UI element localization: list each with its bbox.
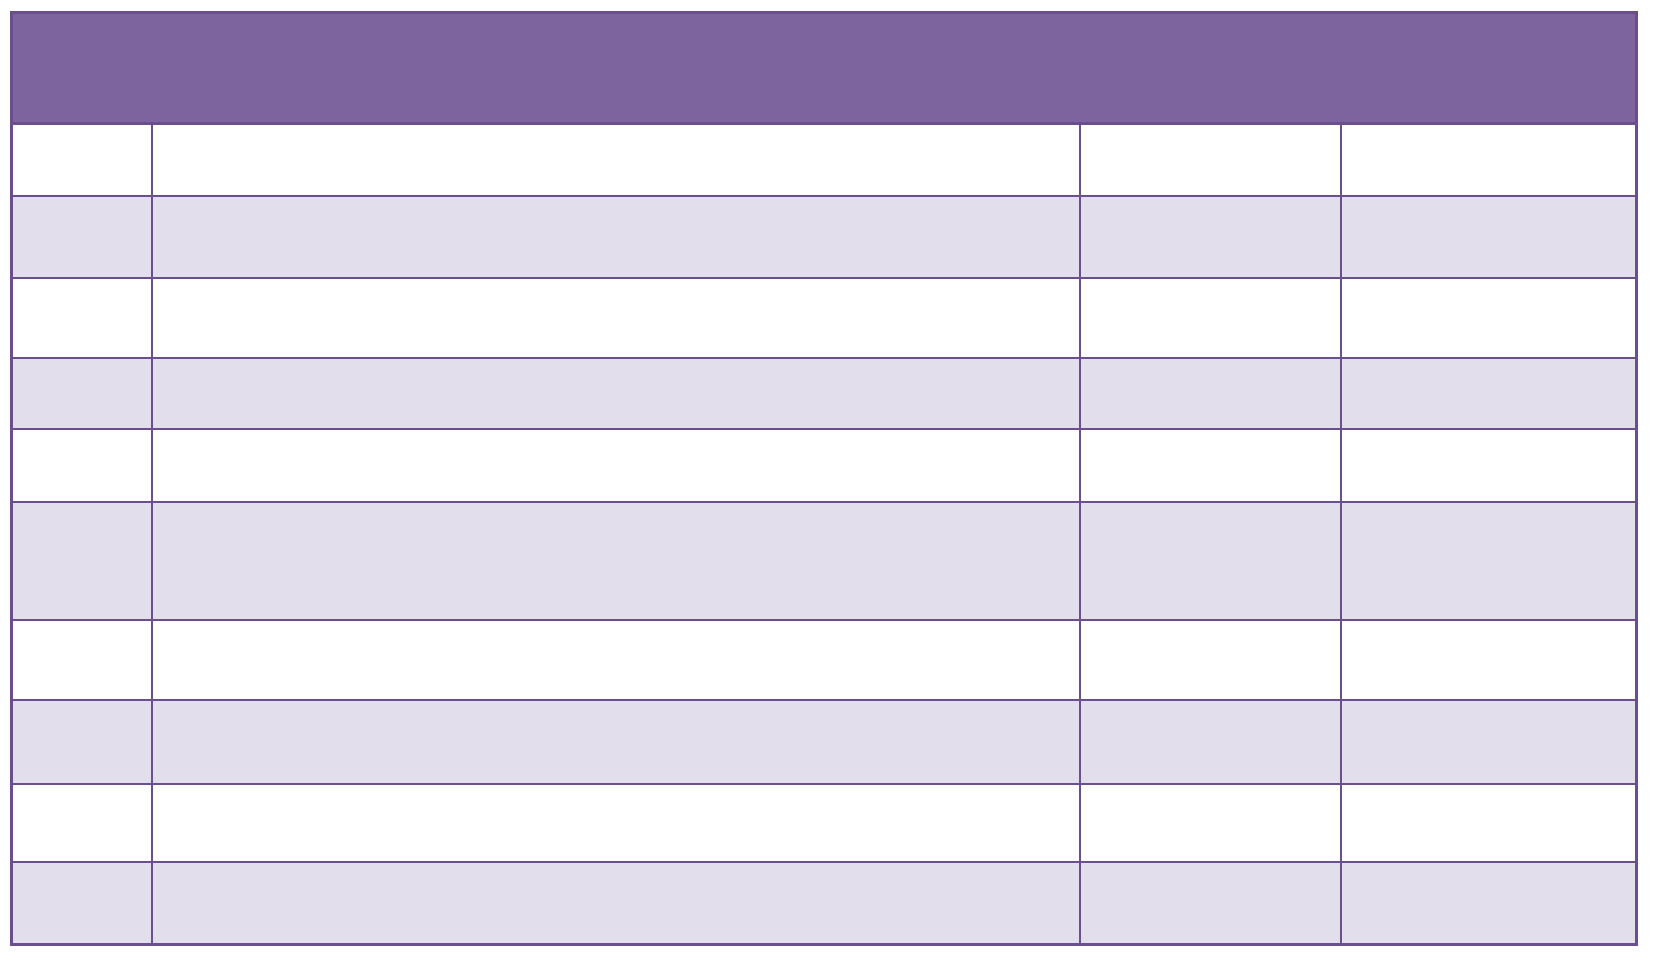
table-cell-col3 <box>1340 123 1637 196</box>
table-cell-col0 <box>11 194 153 279</box>
table-cell-col2 <box>1079 699 1342 785</box>
table-cell-col0 <box>11 123 153 196</box>
table-cell-col3 <box>1340 618 1637 701</box>
table-row[interactable] <box>11 618 1637 701</box>
table-cell-col3 <box>1340 860 1637 945</box>
table-row[interactable] <box>11 860 1637 945</box>
table-cell-col1 <box>151 618 1081 701</box>
data-table <box>10 11 1638 946</box>
table-cell-col3 <box>1340 783 1637 862</box>
table-cell-col0 <box>11 860 153 945</box>
table-cell-col2 <box>1079 500 1342 620</box>
table-cell-col0 <box>11 500 153 620</box>
table-row[interactable] <box>11 783 1637 862</box>
table-cell-col2 <box>1079 357 1342 430</box>
table-cell-col1 <box>151 277 1081 359</box>
table-cell-col1 <box>151 357 1081 430</box>
table-cell-col3 <box>1340 699 1637 785</box>
table-cell-col0 <box>11 618 153 701</box>
table-header-row <box>11 12 1637 125</box>
table-cell-col2 <box>1079 428 1342 502</box>
table-cell-col2 <box>1079 123 1342 196</box>
table-cell-col3 <box>1340 194 1637 279</box>
table-row[interactable] <box>11 500 1637 620</box>
table-row[interactable] <box>11 428 1637 502</box>
table-row[interactable] <box>11 194 1637 279</box>
table-cell-col2 <box>1079 194 1342 279</box>
table-row[interactable] <box>11 123 1637 196</box>
table-cell-col1 <box>151 783 1081 862</box>
table-cell-col1 <box>151 500 1081 620</box>
table-cell-col0 <box>11 277 153 359</box>
table-cell-col1 <box>151 428 1081 502</box>
data-table-container <box>10 11 1638 946</box>
table-cell-col3 <box>1340 428 1637 502</box>
table-cell-col1 <box>151 123 1081 196</box>
table-row[interactable] <box>11 699 1637 785</box>
table-cell-col3 <box>1340 277 1637 359</box>
table-row[interactable] <box>11 277 1637 359</box>
table-cell-col3 <box>1340 500 1637 620</box>
table-cell-col0 <box>11 357 153 430</box>
table-cell-col0 <box>11 783 153 862</box>
table-cell-col1 <box>151 699 1081 785</box>
table-cell-col3 <box>1340 357 1637 430</box>
table-cell-col2 <box>1079 277 1342 359</box>
table-cell-col2 <box>1079 618 1342 701</box>
table-cell-col0 <box>11 428 153 502</box>
table-cell-col1 <box>151 194 1081 279</box>
table-cell-col2 <box>1079 860 1342 945</box>
table-cell-col1 <box>151 860 1081 945</box>
table-cell-col0 <box>11 699 153 785</box>
table-header <box>11 12 1637 125</box>
table-cell-col2 <box>1079 783 1342 862</box>
table-header-title <box>11 12 1637 125</box>
table-row[interactable] <box>11 357 1637 430</box>
table-body <box>11 123 1637 945</box>
